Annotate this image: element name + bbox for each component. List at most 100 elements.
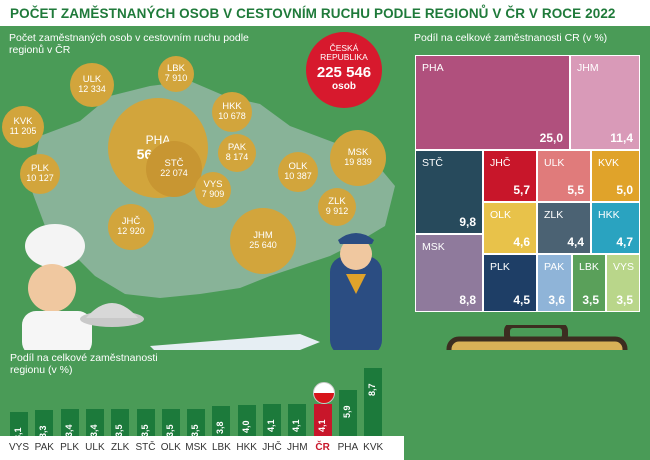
treemap-cell-value: 4,7 [616,235,633,249]
bubble-msk: MSK 19 839 [330,130,386,186]
bar-value-label: 4,1 [316,419,327,433]
bar-value-label: 3,5 [190,424,201,437]
bar-category-label: ZLK [111,442,130,453]
treemap-cell-value: 9,8 [459,215,476,229]
treemap-cell-value: 5,7 [513,183,530,197]
treemap-cell-pha: PHA 25,0 [415,55,570,150]
treemap-cell-value: 4,6 [513,235,530,249]
bar-stč [136,408,155,436]
bar-category-label: OLK [160,442,181,453]
bar-value-label: 3,1 [13,427,23,440]
bubble-stc: STČ 22 074 [146,141,202,197]
treemap-cell-value: 5,5 [567,183,584,197]
bar-olk [161,408,180,436]
country-total-badge: ČESKÁ REPUBLIKA 225 546 osob [306,32,382,108]
bar-axis-strip [0,436,404,460]
bar-category-label: JHČ [262,442,282,453]
country-label: ČESKÁ REPUBLIKA [320,43,368,62]
illustration-chef-airplane-stewardess [22,224,382,356]
bar-category-label: STČ [135,442,156,453]
treemap-cell-value: 4,4 [567,235,584,249]
treemap-cell-jhč: JHČ 5,7 [483,150,537,202]
treemap-cell-label: ZLK [544,209,564,221]
treemap-cell-label: PAK [544,261,565,273]
bar-jhm [288,404,307,436]
bar-plk [60,409,79,436]
treemap-cell-label: PHA [422,62,444,74]
treemap-cell-value: 11,4 [610,131,633,145]
bar-category-label: MSK [185,442,207,453]
bar-chart: 3,1 VYS 3,3 PAK 3,4 PLK 3,4 ULK 3,5 ZLK 3,5 STČ 3,5 O… [0,350,404,460]
treemap-cell-value: 3,6 [548,293,565,307]
treemap-cell-pak: PAK 3,6 [537,254,572,312]
treemap-cell-value: 5,0 [616,183,633,197]
treemap: PHA 25,0 JHM 11,4 STČ 9,8 JHČ 5,7 ULK 5,5 KVK 5,0 OL… [415,55,640,312]
bar-lbk [212,406,231,436]
stewardess-face-icon [340,238,372,270]
treemap-cell-hkk: HKK 4,7 [591,202,640,254]
treemap-cell-value: 8,8 [459,293,476,307]
bar-value-label: 3,5 [139,424,150,437]
country-unit: osob [332,81,356,92]
bar-value-label: 4,0 [240,420,251,433]
bar-pak [35,410,54,436]
chef-hat-icon [25,224,85,268]
bar-value-label: 3,8 [215,421,226,435]
bar-category-label: LBK [211,442,231,453]
bar-value-label: 4,1 [266,419,276,433]
bar-category-label: KVK [363,442,384,453]
bubble-kvk: KVK 11 205 [2,106,44,148]
bar-pha [338,389,357,436]
treemap-cell-value: 25,0 [539,131,563,145]
treemap-cell-label: JHM [577,62,599,74]
bar-category-label: HKK [236,442,257,453]
bubble-ulk: ULK 12 334 [70,63,114,107]
bar-value-label: 4,1 [291,419,302,433]
treemap-cell-label: JHČ [490,157,511,169]
bar-jhč [263,404,281,436]
page-title: POČET ZAMĚSTNANÝCH OSOB V CESTOVNÍM RUCH… [10,6,616,21]
stewardess-uniform-icon [330,256,382,356]
treemap-cell-ulk: ULK 5,5 [537,150,591,202]
bar-category-label: PAK [34,442,54,453]
bar-ulk [85,409,104,436]
treemap-cell-label: OLK [490,209,512,221]
treemap-cell-jhm: JHM 11,4 [570,55,640,150]
country-value: 225 546 [316,64,372,81]
treemap-cell-label: MSK [422,241,445,253]
bar-area-right-fill [404,350,650,460]
bubble-pak: PAK 8 174 [218,134,256,172]
bar-category-label: ČR [315,442,330,453]
treemap-cell-zlk: ZLK 4,4 [537,202,591,254]
bar-chart-title: Podíl na celkové zaměstnanosti regionu (… [10,352,158,376]
treemap-cell-value: 3,5 [582,293,599,307]
bubble-lbk: LBK 7 910 [158,56,194,92]
treemap-cell-kvk: KVK 5,0 [591,150,640,202]
bubble-jhm: JHM 25 640 [230,208,296,274]
bar-value-label: 8,7 [367,383,378,397]
treemap-cell-value: 3,5 [616,293,633,307]
treemap-cell-label: PLK [490,261,510,273]
bubble-zlk: ZLK 9 912 [318,188,356,226]
czech-flag-icon [312,382,335,405]
bar-kvk [364,368,383,436]
bar-value-label: 3,5 [114,424,125,437]
bubble-jhc: JHČ 12 920 [108,204,154,250]
bar-msk [187,408,206,436]
treemap-cell-label: HKK [598,209,620,221]
bar-čr [313,404,332,436]
treemap-cell-olk: OLK 4,6 [483,202,537,254]
treemap-cell-label: VYS [613,261,635,273]
treemap-cell-lbk: LBK 3,5 [572,254,606,312]
bubble-plk: PLK 10 127 [20,154,60,194]
bubble-hkk: HKK 10 678 [212,92,252,132]
bar-category-label: JHM [287,442,308,453]
treemap-cell-label: KVK [598,157,620,169]
treemap-cell-value: 4,5 [513,293,530,307]
chef-face-icon [28,264,76,312]
bar-category-label: ULK [85,442,105,453]
treemap-cell-label: LBK [579,261,599,273]
treemap-cell-vys: VYS 3,5 [606,254,640,312]
bar-zlk [111,408,130,436]
treemap-cell-stč: STČ 9,8 [415,150,483,234]
